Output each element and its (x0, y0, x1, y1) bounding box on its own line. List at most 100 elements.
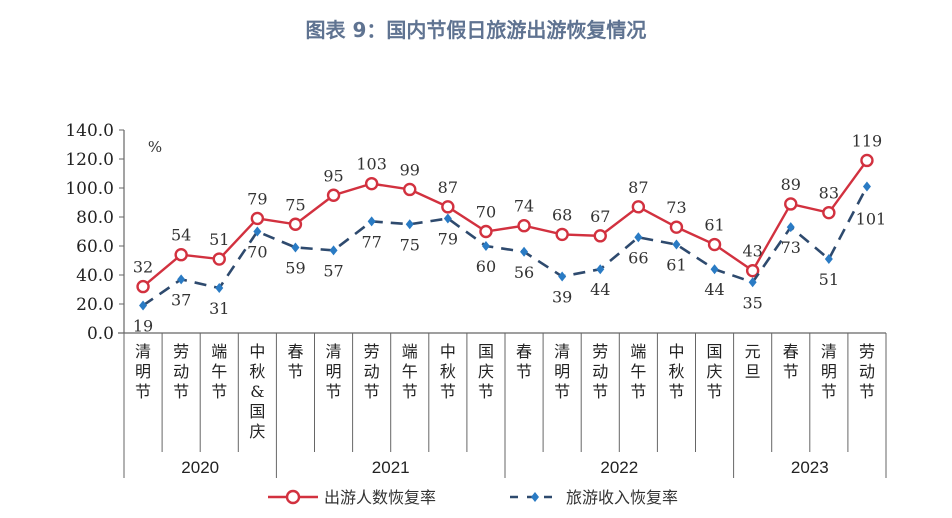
revenue-data-label: 57 (323, 261, 343, 280)
visitors-data-label: 87 (438, 178, 458, 197)
revenue-point (139, 300, 148, 311)
visitors-point (707, 237, 722, 252)
visitors-data-label: 61 (704, 216, 724, 235)
revenue-data-label: 101 (856, 210, 887, 229)
x-tick-label: 劳动节 (592, 342, 608, 401)
y-unit-label: % (148, 138, 162, 156)
x-tick-label: 春节 (287, 342, 303, 381)
revenue-point (329, 245, 338, 256)
y-tick-label: 0.0 (87, 324, 114, 344)
x-tick-label: 清明节 (821, 342, 837, 401)
revenue-data-label: 59 (285, 258, 305, 277)
visitors-point (250, 211, 265, 226)
revenue-line (142, 185, 869, 307)
visitors-data-label: 103 (356, 155, 387, 174)
visitors-data-label: 32 (133, 258, 153, 277)
revenue-data-label: 75 (400, 235, 420, 254)
visitors-data-label: 119 (852, 131, 883, 150)
visitors-point (860, 153, 874, 168)
visitors-data-label: 95 (323, 166, 343, 185)
x-tick-label: 中秋节 (668, 342, 684, 401)
legend-visitors-marker-icon (285, 489, 301, 505)
visitors-point (364, 176, 379, 191)
revenue-point (558, 271, 567, 282)
visitors-data-label: 75 (285, 195, 305, 214)
visitors-point (403, 182, 417, 197)
year-label: 2021 (372, 458, 410, 477)
revenue-point (291, 242, 300, 253)
x-tick-label: 中秋&国庆 (249, 342, 265, 441)
visitors-point (784, 197, 798, 211)
visitors-data-label: 79 (247, 189, 267, 208)
visitors-data-label: 68 (552, 205, 572, 224)
revenue-point (634, 232, 643, 243)
visitors-point (517, 218, 531, 233)
visitors-data-label: 99 (400, 160, 420, 179)
visitors-point (745, 263, 760, 278)
revenue-point (405, 219, 414, 230)
revenue-data-label: 77 (361, 232, 381, 251)
revenue-data-label: 31 (209, 299, 229, 318)
visitors-point (441, 200, 455, 214)
revenue-point (710, 264, 719, 275)
visitors-point (555, 227, 569, 242)
visitors-data-label: 70 (476, 203, 496, 222)
visitors-data-label: 67 (590, 207, 610, 226)
visitors-point (593, 229, 607, 243)
visitors-data-label: 74 (514, 197, 534, 216)
revenue-point (596, 264, 605, 275)
revenue-point (481, 241, 490, 251)
y-tick-label: 120.0 (65, 150, 114, 170)
y-tick-label: 40.0 (76, 266, 114, 286)
visitors-point (288, 217, 303, 231)
visitors-point (479, 224, 493, 239)
x-tick-label: 劳动节 (364, 342, 380, 401)
revenue-point (520, 246, 529, 257)
revenue-data-label: 39 (552, 287, 572, 306)
x-tick-label: 端午节 (211, 342, 227, 401)
x-tick-label: 国庆节 (478, 342, 494, 401)
year-label: 2020 (181, 458, 219, 477)
x-tick-label: 元旦 (745, 342, 761, 381)
revenue-data-label: 73 (781, 238, 801, 257)
revenue-data-label: 35 (742, 293, 762, 312)
x-tick-label: 清明节 (135, 342, 151, 401)
year-label: 2023 (791, 458, 829, 477)
revenue-data-label: 56 (514, 263, 534, 282)
x-tick-label: 端午节 (630, 342, 646, 401)
visitors-point (669, 220, 684, 234)
visitors-data-label: 83 (819, 184, 839, 203)
revenue-data-label: 66 (628, 248, 648, 267)
visitors-data-label: 87 (628, 178, 648, 197)
x-tick-label: 端午节 (402, 342, 418, 401)
revenue-data-label: 79 (438, 229, 458, 248)
revenue-point (253, 226, 262, 237)
revenue-data-label: 70 (247, 243, 267, 262)
x-tick-label: 劳动节 (173, 342, 189, 401)
revenue-point (177, 274, 186, 285)
y-tick-label: 60.0 (76, 237, 114, 257)
visitors-point (174, 247, 188, 262)
x-tick-label: 国庆节 (707, 342, 723, 401)
x-tick-label: 春节 (783, 342, 799, 381)
revenue-data-label: 61 (666, 256, 686, 275)
year-label: 2022 (600, 458, 638, 477)
revenue-data-label: 44 (590, 280, 610, 299)
x-tick-label: 清明节 (554, 342, 570, 401)
revenue-data-label: 19 (133, 316, 153, 335)
revenue-point (443, 213, 452, 224)
visitors-point (326, 188, 341, 202)
visitors-data-label: 43 (742, 242, 762, 261)
legend-revenue-label: 旅游收入恢复率 (566, 488, 678, 507)
y-tick-label: 140.0 (65, 121, 114, 141)
y-tick-label: 20.0 (76, 295, 114, 315)
revenue-data-label: 60 (476, 257, 496, 276)
y-tick-label: 80.0 (76, 208, 114, 228)
x-tick-label: 清明节 (326, 342, 342, 401)
chart-title: 图表 9：国内节假日旅游出游恢复情况 (305, 18, 647, 42)
revenue-point (672, 239, 681, 250)
visitors-data-label: 51 (209, 230, 229, 249)
visitors-point (136, 279, 150, 294)
visitors-data-label: 54 (171, 226, 191, 245)
